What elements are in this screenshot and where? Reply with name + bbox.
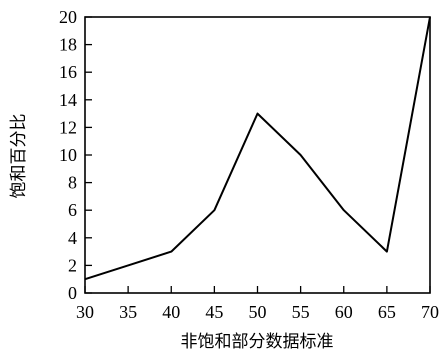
x-axis-title: 非饱和部分数据标准 (181, 332, 334, 352)
x-tick-label: 60 (335, 302, 353, 322)
x-tick-label: 65 (378, 302, 396, 322)
y-tick-label: 10 (59, 145, 77, 165)
y-axis-title: 饱和百分比 (9, 114, 29, 199)
y-tick-label: 8 (68, 173, 77, 193)
y-tick-label: 2 (68, 255, 77, 275)
series-layer (84, 16, 431, 281)
y-tick-label: 16 (59, 62, 77, 82)
series-line (84, 16, 431, 281)
y-tick-label: 20 (59, 7, 77, 27)
x-tick-label: 40 (162, 302, 180, 322)
x-tick-label: 30 (76, 302, 94, 322)
y-tick-label: 18 (59, 35, 77, 55)
plot-frame (84, 16, 431, 294)
y-tick-label: 4 (68, 228, 77, 248)
y-axis-ticks: 0 2 4 6 8 10 12 14 16 18 20 (59, 7, 92, 303)
x-axis-ticks: 30 35 40 45 50 55 60 65 70 (76, 286, 439, 322)
x-tick-label: 70 (421, 302, 439, 322)
x-tick-label: 35 (119, 302, 137, 322)
x-tick-label: 45 (205, 302, 223, 322)
y-tick-label: 14 (59, 90, 77, 110)
y-tick-label: 6 (68, 200, 77, 220)
x-tick-label: 55 (292, 302, 310, 322)
y-tick-label: 12 (59, 117, 77, 137)
x-tick-label: 50 (249, 302, 267, 322)
y-tick-label: 0 (68, 283, 77, 303)
